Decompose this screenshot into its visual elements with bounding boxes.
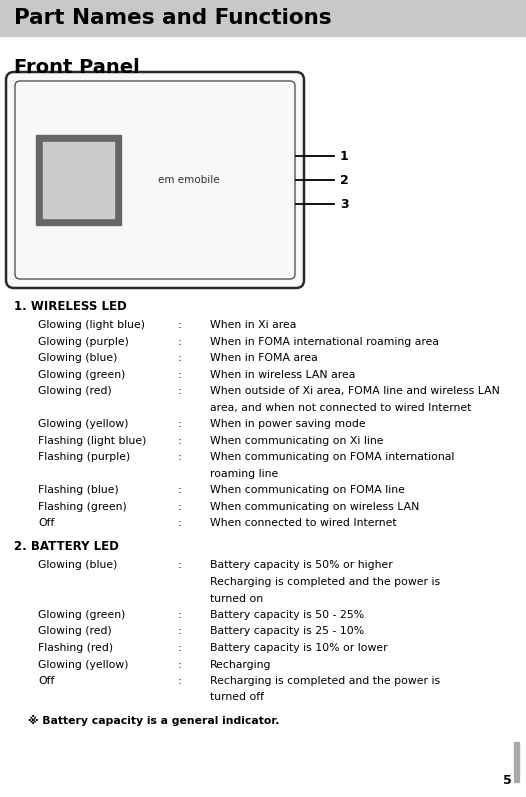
- Text: Glowing (green): Glowing (green): [38, 370, 125, 379]
- Text: :: :: [178, 518, 181, 528]
- Text: 1: 1: [340, 150, 349, 163]
- Bar: [36, 135, 121, 225]
- Text: Off: Off: [38, 676, 54, 686]
- Bar: [43, 142, 114, 218]
- Text: area, and when not connected to wired Internet: area, and when not connected to wired In…: [210, 402, 471, 413]
- Text: Flashing (purple): Flashing (purple): [38, 452, 130, 462]
- Text: ※ Battery capacity is a general indicator.: ※ Battery capacity is a general indicato…: [28, 715, 279, 726]
- Text: :: :: [178, 610, 181, 620]
- Text: When in Xi area: When in Xi area: [210, 320, 296, 330]
- Text: When in wireless LAN area: When in wireless LAN area: [210, 370, 356, 379]
- Text: Glowing (red): Glowing (red): [38, 626, 112, 637]
- Text: When communicating on Xi line: When communicating on Xi line: [210, 435, 383, 446]
- Text: 1. WIRELESS LED: 1. WIRELESS LED: [14, 300, 127, 313]
- Text: Glowing (yellow): Glowing (yellow): [38, 659, 128, 669]
- Text: Front Panel: Front Panel: [14, 58, 140, 77]
- Text: Battery capacity is 10% or lower: Battery capacity is 10% or lower: [210, 643, 388, 653]
- Text: Battery capacity is 50% or higher: Battery capacity is 50% or higher: [210, 560, 393, 571]
- Text: :: :: [178, 353, 181, 363]
- Text: :: :: [178, 419, 181, 429]
- Text: When communicating on FOMA line: When communicating on FOMA line: [210, 485, 405, 495]
- Text: Recharging is completed and the power is: Recharging is completed and the power is: [210, 676, 440, 686]
- Text: :: :: [178, 452, 181, 462]
- Text: Glowing (yellow): Glowing (yellow): [38, 419, 128, 429]
- Text: :: :: [178, 485, 181, 495]
- Text: When communicating on wireless LAN: When communicating on wireless LAN: [210, 501, 419, 512]
- Text: Recharging: Recharging: [210, 659, 271, 669]
- Text: Glowing (purple): Glowing (purple): [38, 336, 129, 347]
- Text: Glowing (light blue): Glowing (light blue): [38, 320, 145, 330]
- Text: :: :: [178, 501, 181, 512]
- Text: Glowing (green): Glowing (green): [38, 610, 125, 620]
- Text: When communicating on FOMA international: When communicating on FOMA international: [210, 452, 454, 462]
- Text: :: :: [178, 386, 181, 396]
- Text: :: :: [178, 626, 181, 637]
- Text: When connected to wired Internet: When connected to wired Internet: [210, 518, 397, 528]
- Text: Flashing (blue): Flashing (blue): [38, 485, 119, 495]
- Text: :: :: [178, 320, 181, 330]
- Text: Flashing (green): Flashing (green): [38, 501, 127, 512]
- Text: :: :: [178, 560, 181, 571]
- Text: Recharging is completed and the power is: Recharging is completed and the power is: [210, 577, 440, 587]
- Text: turned on: turned on: [210, 594, 263, 603]
- Text: When outside of Xi area, FOMA line and wireless LAN: When outside of Xi area, FOMA line and w…: [210, 386, 500, 396]
- Bar: [514, 742, 519, 782]
- FancyBboxPatch shape: [6, 72, 304, 288]
- Text: :: :: [178, 370, 181, 379]
- Text: When in power saving mode: When in power saving mode: [210, 419, 366, 429]
- Text: :: :: [178, 676, 181, 686]
- Text: Glowing (red): Glowing (red): [38, 386, 112, 396]
- Text: When in FOMA area: When in FOMA area: [210, 353, 318, 363]
- Text: Part Names and Functions: Part Names and Functions: [14, 8, 331, 28]
- Text: em emobile: em emobile: [158, 175, 220, 185]
- Text: Flashing (red): Flashing (red): [38, 643, 113, 653]
- Text: Battery capacity is 25 - 10%: Battery capacity is 25 - 10%: [210, 626, 364, 637]
- Text: :: :: [178, 643, 181, 653]
- Text: 2: 2: [340, 174, 349, 186]
- Text: Glowing (blue): Glowing (blue): [38, 560, 117, 571]
- Bar: [0, 0, 526, 36]
- Text: :: :: [178, 435, 181, 446]
- Text: Glowing (blue): Glowing (blue): [38, 353, 117, 363]
- Text: turned off: turned off: [210, 693, 264, 702]
- Text: Battery capacity is 50 - 25%: Battery capacity is 50 - 25%: [210, 610, 364, 620]
- Text: 3: 3: [340, 198, 349, 210]
- Text: :: :: [178, 336, 181, 347]
- Text: Off: Off: [38, 518, 54, 528]
- Text: roaming line: roaming line: [210, 469, 278, 478]
- Text: 2. BATTERY LED: 2. BATTERY LED: [14, 540, 119, 553]
- Text: Flashing (light blue): Flashing (light blue): [38, 435, 146, 446]
- Text: 5: 5: [503, 774, 512, 787]
- Text: :: :: [178, 659, 181, 669]
- Text: When in FOMA international roaming area: When in FOMA international roaming area: [210, 336, 439, 347]
